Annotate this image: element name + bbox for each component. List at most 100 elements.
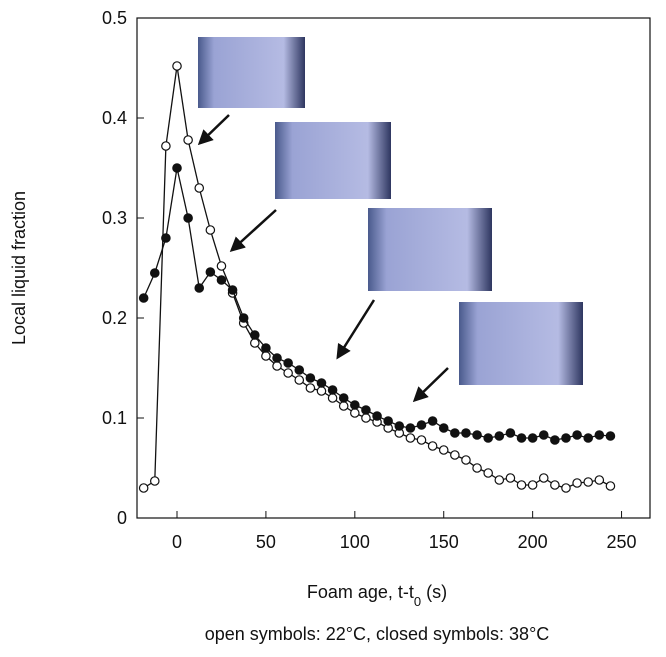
data-point (527, 433, 538, 443)
x-tick-label: 200 (518, 532, 548, 552)
data-point (138, 293, 149, 303)
data-point (149, 476, 160, 486)
data-point (383, 416, 393, 426)
data-point (294, 365, 305, 375)
data-point (594, 430, 605, 440)
data-point (205, 225, 216, 235)
data-point (338, 393, 349, 403)
data-point (372, 411, 382, 421)
x-tick-label: 0 (172, 532, 182, 552)
data-point (583, 433, 594, 443)
data-point (483, 468, 493, 478)
data-point (583, 477, 594, 487)
data-point (205, 267, 216, 277)
data-point (572, 430, 582, 440)
data-point (238, 313, 249, 323)
data-point (272, 361, 282, 371)
data-point (327, 385, 338, 395)
y-tick-label: 0.2 (102, 308, 127, 328)
y-tick-label: 0.1 (102, 408, 127, 428)
data-point (561, 433, 571, 443)
data-point (183, 135, 193, 145)
data-point (427, 416, 438, 426)
data-point (294, 375, 305, 385)
y-tick-label: 0.4 (102, 108, 127, 128)
data-point (183, 213, 193, 223)
y-tick-label: 0.5 (102, 8, 127, 28)
data-point (427, 441, 438, 451)
x-tick-label: 150 (429, 532, 459, 552)
data-point (527, 480, 538, 490)
data-point (516, 480, 527, 490)
data-point (250, 338, 260, 348)
data-point (194, 283, 205, 293)
data-point (494, 431, 505, 441)
data-point (394, 421, 405, 431)
data-point (438, 445, 449, 455)
data-point (305, 383, 316, 393)
x-label-unit: (s) (426, 582, 447, 602)
data-point (450, 428, 460, 438)
data-point (605, 481, 616, 491)
data-point (283, 368, 293, 378)
x-axis-label: Foam age, t-t0 (s) (307, 582, 447, 609)
data-point (550, 480, 560, 490)
data-point (327, 393, 338, 403)
data-point (149, 268, 160, 278)
data-point (138, 483, 149, 493)
x-label-sub: 0 (414, 594, 421, 609)
data-point (505, 473, 516, 483)
arrows (197, 114, 449, 403)
data-point (472, 430, 482, 440)
data-point (161, 233, 171, 243)
data-point (305, 373, 316, 383)
data-point (227, 285, 238, 295)
data-point (605, 431, 616, 441)
data-point (361, 405, 371, 415)
photo-insets (198, 37, 583, 385)
data-point (538, 430, 549, 440)
data-point (572, 478, 582, 488)
data-point (472, 463, 482, 473)
data-point (516, 433, 527, 443)
data-point (483, 433, 493, 443)
y-axis-label: Local liquid fraction (9, 191, 29, 345)
data-point (594, 475, 605, 485)
data-point (561, 483, 571, 493)
x-tick-label: 100 (340, 532, 370, 552)
data-point (405, 433, 416, 443)
data-point (338, 401, 349, 411)
data-point (350, 400, 360, 410)
y-tick-label: 0.3 (102, 208, 127, 228)
data-point (538, 473, 549, 483)
data-point (316, 386, 327, 396)
data-point (261, 343, 271, 353)
data-point (416, 435, 427, 445)
data-point (450, 450, 460, 460)
plot-frame (136, 17, 651, 519)
data-point (172, 163, 182, 173)
data-point (405, 423, 416, 433)
data-point (161, 141, 171, 151)
data-point (172, 61, 182, 71)
data-point (283, 358, 293, 368)
data-point (316, 378, 327, 388)
data-point (272, 353, 282, 363)
data-point (216, 275, 227, 285)
data-point (194, 183, 205, 193)
data-point (250, 330, 260, 340)
data-point (438, 423, 449, 433)
x-tick-label: 50 (256, 532, 276, 552)
data-point (550, 435, 560, 445)
caption: open symbols: 22°C, closed symbols: 38°C (205, 624, 550, 644)
y-tick-label: 0 (117, 508, 127, 528)
data-point (261, 351, 271, 361)
x-label-main: Foam age, t-t (307, 582, 414, 602)
data-point (361, 413, 371, 423)
data-point (494, 475, 505, 485)
data-point (216, 261, 227, 271)
data-point (350, 408, 360, 418)
data-point (461, 455, 471, 465)
data-point (461, 428, 471, 438)
